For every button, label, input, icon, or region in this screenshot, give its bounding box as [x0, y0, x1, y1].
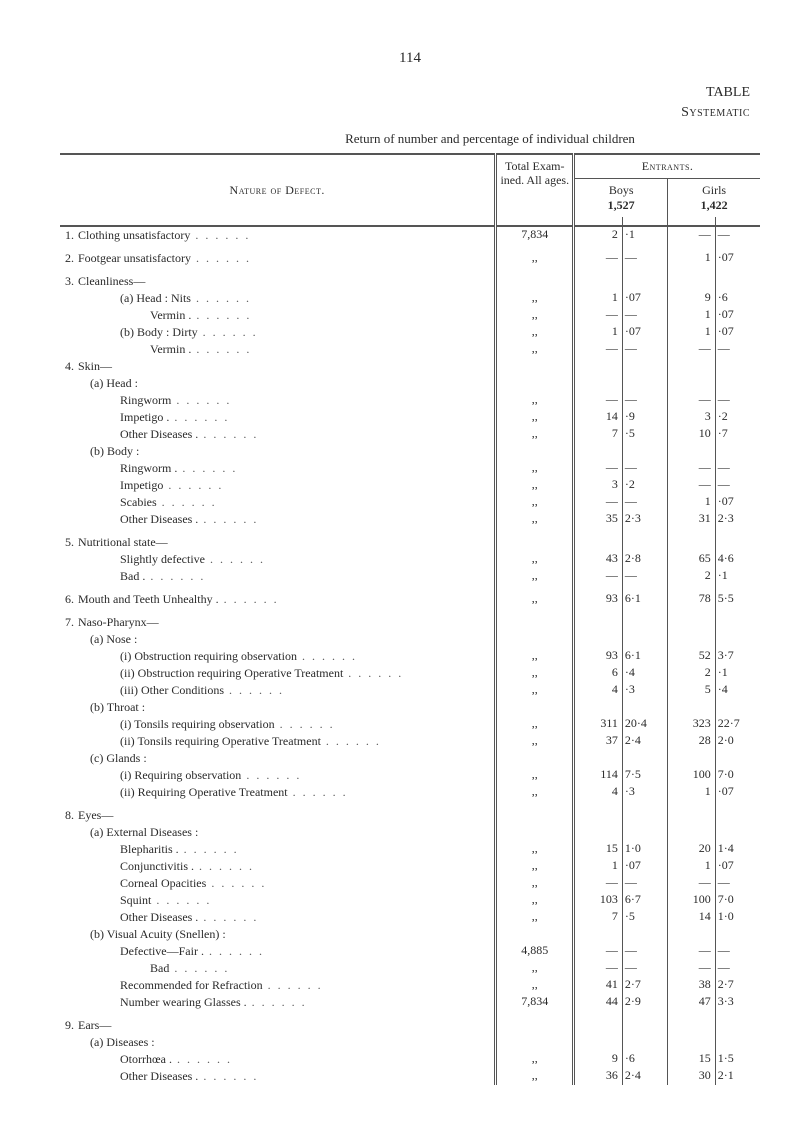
- table-row: (b) Visual Acuity (Snellen) :: [60, 926, 760, 943]
- table-row: Blepharitis . . . . . . .,,151·0201·4: [60, 841, 760, 858]
- table-row: (ii) Obstruction requiring Operative Tre…: [60, 665, 760, 682]
- table-row: Bad . . . . . . .,,——2·1: [60, 568, 760, 585]
- hdr-nature: Nature of Defect.: [60, 154, 496, 226]
- table-row: (a) Nose :: [60, 631, 760, 648]
- table-row: (b) Body : Dirty . . . . . .,,1·071·07: [60, 324, 760, 341]
- table-row: Impetigo . . . . . . .,,14·93·2: [60, 409, 760, 426]
- table-row: Bad . . . . . .,,————: [60, 960, 760, 977]
- table-row: (i) Requiring observation . . . . . .,,1…: [60, 767, 760, 784]
- table-row: Conjunctivitis . . . . . . .,,1·071·07: [60, 858, 760, 875]
- table-row: 6.Mouth and Teeth Unhealthy . . . . . . …: [60, 591, 760, 608]
- table-row: 7.Naso-Pharynx—: [60, 614, 760, 631]
- table-row: (a) Head : Nits . . . . . .,,1·079·6: [60, 290, 760, 307]
- table-row: Other Diseases . . . . . . .,,362·4302·1: [60, 1068, 760, 1085]
- table-row: Defective—Fair . . . . . . .4,885————: [60, 943, 760, 960]
- table-row: Other Diseases . . . . . . .,,352·3312·3: [60, 511, 760, 528]
- table-row: Number wearing Glasses . . . . . . .7,83…: [60, 994, 760, 1011]
- table-row: (b) Body :: [60, 443, 760, 460]
- table-body: 1.Clothing unsatisfactory . . . . . .7,8…: [60, 226, 760, 1085]
- hdr-girls: Girls 1,422: [668, 179, 760, 218]
- hdr-total: Total Exam- ined. All ages.: [496, 154, 574, 226]
- table-row: Otorrhœa . . . . . . .,,9·6151·5: [60, 1051, 760, 1068]
- table-row: Vermin . . . . . . .,,————: [60, 341, 760, 358]
- table-row: 9.Ears—: [60, 1017, 760, 1034]
- table-row: Other Diseases . . . . . . .,,7·5141·0: [60, 909, 760, 926]
- table-row: 8.Eyes—: [60, 807, 760, 824]
- table-row: Recommended for Refraction . . . . . .,,…: [60, 977, 760, 994]
- table-row: Ringworm . . . . . . .,,————: [60, 460, 760, 477]
- table-row: Squint . . . . . .,,1036·71007·0: [60, 892, 760, 909]
- table-row: Other Diseases . . . . . . .,,7·510·7: [60, 426, 760, 443]
- page-number: 114: [60, 50, 760, 67]
- defect-table: Nature of Defect. Total Exam- ined. All …: [60, 153, 760, 1085]
- title-systematic: Systematic: [60, 105, 760, 121]
- table-row: 1.Clothing unsatisfactory . . . . . .7,8…: [60, 226, 760, 244]
- table-row: (ii) Tonsils requiring Operative Treatme…: [60, 733, 760, 750]
- table-row: (a) External Diseases :: [60, 824, 760, 841]
- table-row: Scabies . . . . . .,,——1·07: [60, 494, 760, 511]
- table-row: 4.Skin—: [60, 358, 760, 375]
- hdr-entrants: Entrants.: [574, 154, 760, 179]
- hdr-boys: Boys 1,527: [574, 179, 668, 218]
- table-row: Slightly defective . . . . . .,,432·8654…: [60, 551, 760, 568]
- table-row: (a) Diseases :: [60, 1034, 760, 1051]
- table-row: Vermin . . . . . . .,,——1·07: [60, 307, 760, 324]
- table-row: 2.Footgear unsatisfactory . . . . . .,,—…: [60, 250, 760, 267]
- page: 114 TABLE Systematic Return of number an…: [0, 0, 800, 1125]
- table-row: Corneal Opacities . . . . . .,,————: [60, 875, 760, 892]
- subtitle: Return of number and percentage of indiv…: [60, 131, 760, 147]
- table-row: (i) Tonsils requiring observation . . . …: [60, 716, 760, 733]
- title-table: TABLE: [60, 85, 760, 101]
- table-row: 3.Cleanliness—: [60, 273, 760, 290]
- table-row: (a) Head :: [60, 375, 760, 392]
- table-row: (iii) Other Conditions . . . . . .,,4·35…: [60, 682, 760, 699]
- table-row: Ringworm . . . . . .,,————: [60, 392, 760, 409]
- table-row: (i) Obstruction requiring observation . …: [60, 648, 760, 665]
- table-row: Impetigo . . . . . .,,3·2——: [60, 477, 760, 494]
- table-row: (c) Glands :: [60, 750, 760, 767]
- table-row: 5.Nutritional state—: [60, 534, 760, 551]
- table-row: (b) Throat :: [60, 699, 760, 716]
- table-row: (ii) Requiring Operative Treatment . . .…: [60, 784, 760, 801]
